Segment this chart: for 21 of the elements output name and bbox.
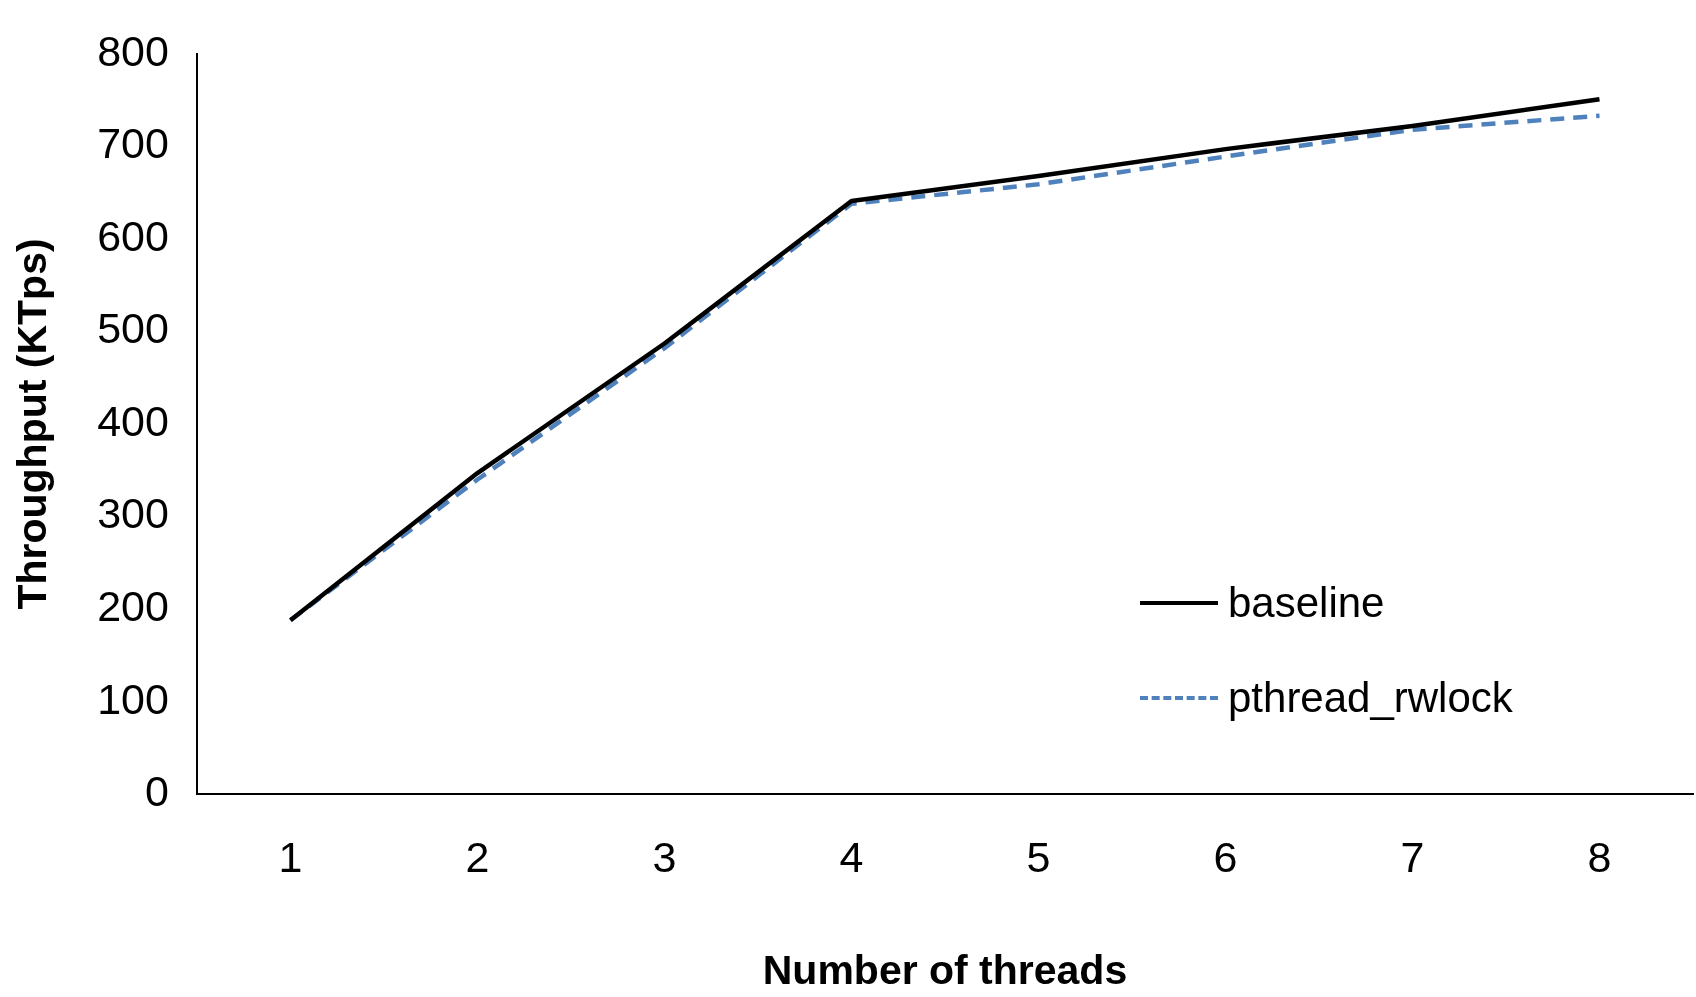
y-tick-label: 200 xyxy=(97,581,169,630)
x-tick-label: 3 xyxy=(652,832,677,881)
y-tick-label: 700 xyxy=(97,119,169,168)
y-tick-label: 800 xyxy=(97,26,169,75)
x-tick-label: 5 xyxy=(1026,832,1051,881)
y-tick-label: 300 xyxy=(97,489,169,538)
x-tick-label: 1 xyxy=(278,832,303,881)
y-tick-label: 500 xyxy=(97,304,169,353)
legend-label: pthread_rwlock xyxy=(1228,673,1513,722)
legend-label: baseline xyxy=(1228,578,1385,627)
y-tick-label: 600 xyxy=(97,211,169,260)
x-tick-label: 6 xyxy=(1213,832,1238,881)
y-tick-label: 0 xyxy=(145,767,169,816)
x-tick-label: 7 xyxy=(1400,832,1425,881)
y-tick-label: 100 xyxy=(97,674,169,723)
x-tick-label: 2 xyxy=(465,832,490,881)
x-tick-label: 8 xyxy=(1587,832,1612,881)
x-axis-title: Number of threads xyxy=(762,946,1128,993)
y-tick-label: 400 xyxy=(97,396,169,445)
y-axis-title: Throughput (KTps) xyxy=(8,238,55,610)
x-tick-label: 4 xyxy=(839,832,864,881)
